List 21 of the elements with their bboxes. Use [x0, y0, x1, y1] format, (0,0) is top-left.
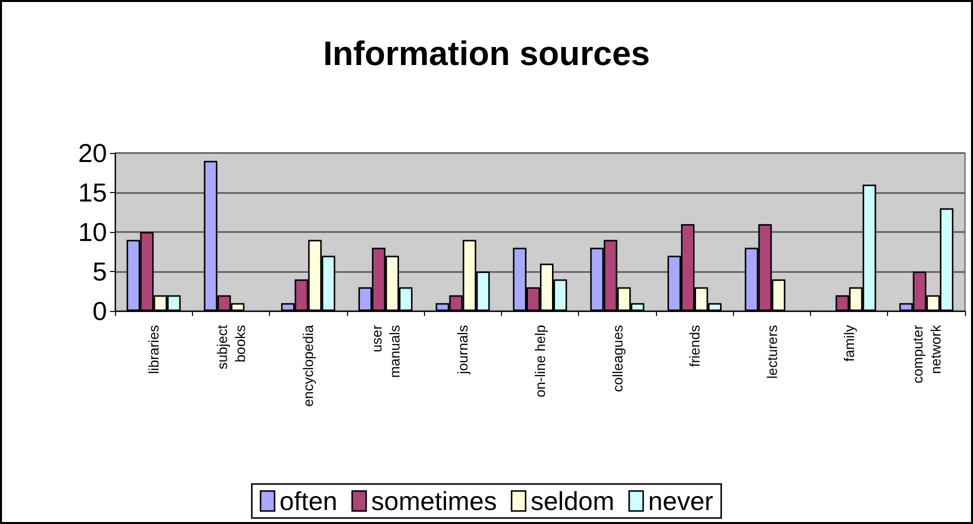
chart-title: Information sources	[323, 35, 650, 73]
x-tick-label: user manuals	[368, 324, 402, 378]
x-tick-label: lecturers	[764, 325, 780, 379]
x-tick-label: on-line help	[532, 324, 548, 398]
x-tick-label: encyclopedia	[300, 324, 316, 407]
legend-label: never	[648, 486, 714, 516]
y-tick-label: 15	[78, 178, 107, 208]
legend-label: seldom	[530, 486, 614, 516]
x-tick-label: subject books	[214, 324, 248, 370]
y-tick-label: 5	[92, 256, 107, 286]
x-tick-label: journals	[454, 325, 471, 376]
x-tick-label: computer network	[909, 324, 944, 384]
y-tick-label: 10	[78, 217, 107, 247]
legend-label: sometimes	[371, 486, 497, 516]
x-tick-label: family	[841, 325, 858, 362]
x-tick-label: colleagues	[609, 325, 626, 392]
y-tick-label: 0	[92, 296, 107, 326]
legend-label: often	[280, 486, 338, 516]
y-tick-label: 20	[78, 138, 107, 168]
x-tick-label: friends	[686, 325, 703, 368]
x-tick-label: libraries	[146, 325, 162, 374]
